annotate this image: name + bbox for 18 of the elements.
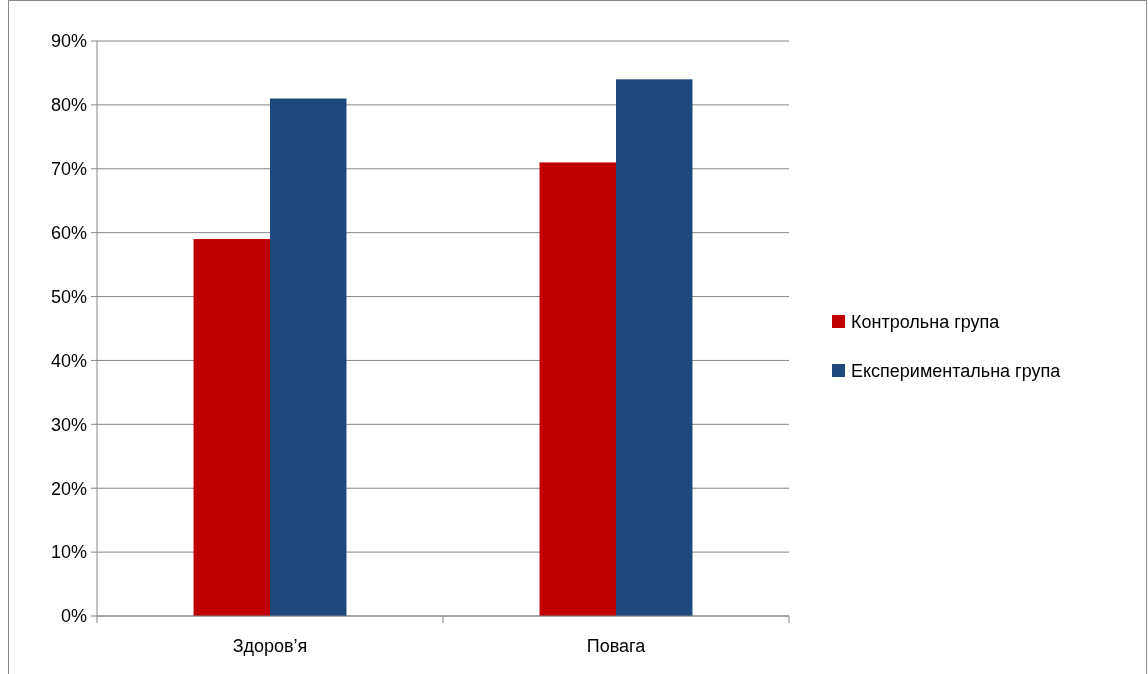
y-tick-label: 60% xyxy=(50,222,87,243)
bar xyxy=(539,162,616,616)
legend-label: Експериментальна група xyxy=(851,361,1062,382)
y-tick-label: 50% xyxy=(50,286,87,307)
bar xyxy=(193,239,270,616)
x-tick-label: Повага xyxy=(586,636,647,656)
legend-label: Контрольна група xyxy=(851,312,1001,333)
bar xyxy=(270,98,347,616)
y-tick-label: 80% xyxy=(50,95,87,116)
y-tick-label: 10% xyxy=(50,542,87,563)
y-tick-label: 0% xyxy=(60,606,87,627)
y-tick-label: 70% xyxy=(50,159,87,180)
y-tick-label: 40% xyxy=(50,350,87,371)
bar xyxy=(616,79,693,616)
y-tick-label: 90% xyxy=(50,31,87,52)
y-tick-label: 20% xyxy=(50,478,87,499)
x-tick-label: Здоров’я xyxy=(232,636,308,656)
y-tick-label: 30% xyxy=(50,414,87,435)
